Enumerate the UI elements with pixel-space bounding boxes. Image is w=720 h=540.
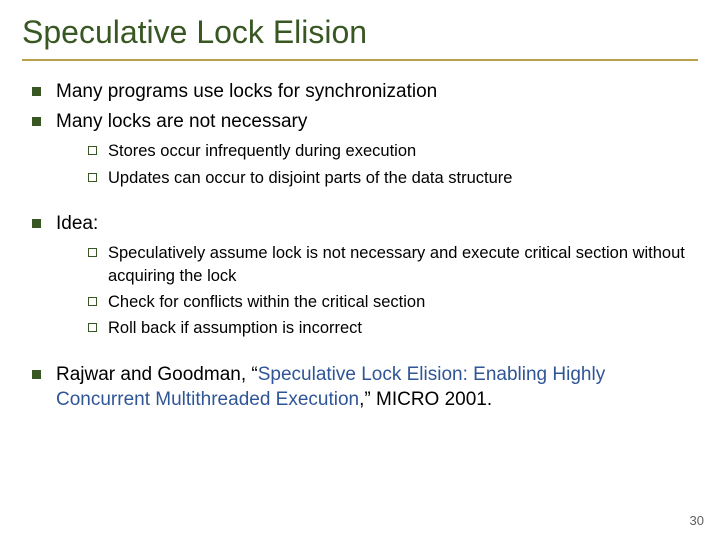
bullet-list-l2: Stores occur infrequently during executi… xyxy=(56,140,698,189)
bullet-list-l2: Speculatively assume lock is not necessa… xyxy=(56,242,698,339)
list-item-text: Updates can occur to disjoint parts of t… xyxy=(108,169,512,187)
list-item: Stores occur infrequently during executi… xyxy=(84,140,698,162)
ref-suffix: ,” MICRO 2001. xyxy=(359,389,492,410)
list-item: Updates can occur to disjoint parts of t… xyxy=(84,167,698,189)
slide-title: Speculative Lock Elision xyxy=(22,14,698,51)
list-item-text: Many locks are not necessary xyxy=(56,111,307,132)
ref-prefix: Rajwar and Goodman, “ xyxy=(56,364,258,385)
list-item: Speculatively assume lock is not necessa… xyxy=(84,242,698,287)
list-item-text: Roll back if assumption is incorrect xyxy=(108,319,362,337)
list-item: Many locks are not necessary Stores occu… xyxy=(26,109,698,189)
slide-content: Many programs use locks for synchronizat… xyxy=(22,79,698,413)
bullet-list-l1: Many programs use locks for synchronizat… xyxy=(22,79,698,413)
list-item-text: Check for conflicts within the critical … xyxy=(108,293,425,311)
list-item-text: Many programs use locks for synchronizat… xyxy=(56,81,437,102)
list-item: Check for conflicts within the critical … xyxy=(84,291,698,313)
list-item: Roll back if assumption is incorrect xyxy=(84,317,698,339)
list-item-text: Stores occur infrequently during executi… xyxy=(108,142,416,160)
page-number: 30 xyxy=(690,513,704,528)
list-item-text: Speculatively assume lock is not necessa… xyxy=(108,244,685,284)
title-rule xyxy=(22,59,698,61)
list-item-reference: Rajwar and Goodman, “Speculative Lock El… xyxy=(26,362,698,413)
list-item: Idea: Speculatively assume lock is not n… xyxy=(26,211,698,340)
list-item: Many programs use locks for synchronizat… xyxy=(26,79,698,105)
slide: Speculative Lock Elision Many programs u… xyxy=(0,0,720,540)
list-item-text: Idea: xyxy=(56,213,98,234)
